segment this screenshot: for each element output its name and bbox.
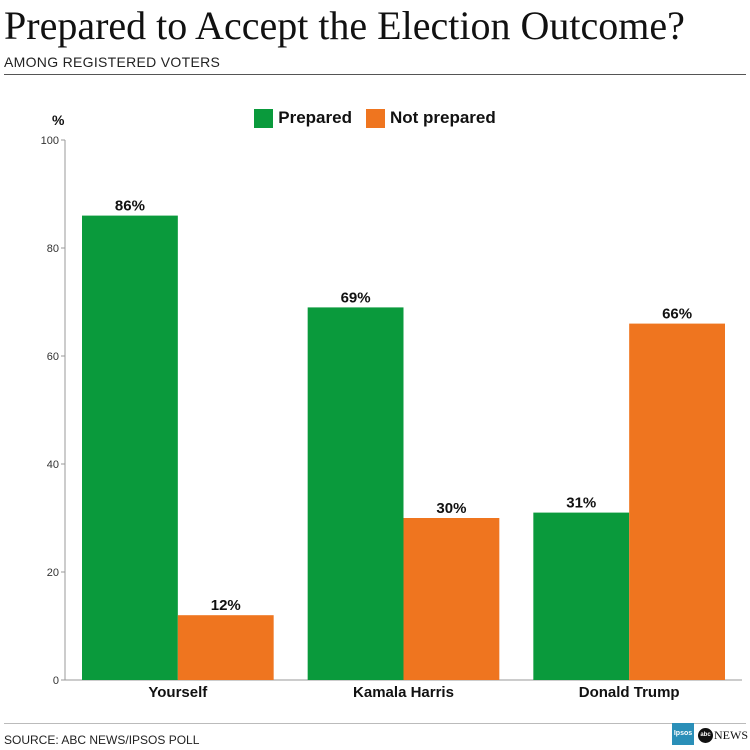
data-label-prepared: 86% [115,198,145,215]
legend-item-prepared: Prepared [254,108,352,128]
x-category-label: Yourself [148,684,208,701]
data-label-not-prepared: 30% [436,500,466,517]
legend-label-prepared: Prepared [278,108,352,127]
bar-prepared [82,215,178,680]
bar-not-prepared [403,518,500,680]
data-label-prepared: 31% [566,495,596,512]
data-label-prepared: 69% [341,289,371,306]
y-tick-label: 80 [47,243,59,255]
y-tick-label: 20 [47,567,59,579]
bar-prepared [533,512,630,680]
y-tick-label: 60 [47,351,59,363]
x-category-label: Kamala Harris [353,684,454,701]
footer-divider [4,723,746,724]
legend-swatch-not-prepared [365,108,385,128]
data-label-not-prepared: 12% [211,597,241,614]
y-axis-unit-label: % [52,112,65,128]
header-divider [4,74,746,75]
chart-title: Prepared to Accept the Election Outcome? [4,3,685,48]
abc-logo-word: NEWS [714,728,748,742]
bar-prepared [307,307,404,680]
legend: Prepared Not prepared [0,108,750,128]
bar-not-prepared [177,615,274,680]
legend-item-not-prepared: Not prepared [365,108,496,128]
x-category-label: Donald Trump [579,684,680,701]
legend-label-not-prepared: Not prepared [389,108,496,127]
abc-news-logo: abc NEWS [698,728,748,743]
legend-swatch-prepared [254,108,274,128]
abc-logo-mark: abc [698,728,713,743]
data-label-not-prepared: 66% [662,306,692,323]
y-tick-label: 0 [53,675,59,687]
chart-subtitle: AMONG REGISTERED VOTERS [4,54,221,70]
bar-not-prepared [629,323,725,680]
y-tick-label: 40 [47,459,59,471]
ipsos-logo: Ipsos [672,723,694,745]
source-note: SOURCE: ABC NEWS/IPSOS POLL [4,733,200,747]
y-tick-label: 100 [41,135,59,147]
